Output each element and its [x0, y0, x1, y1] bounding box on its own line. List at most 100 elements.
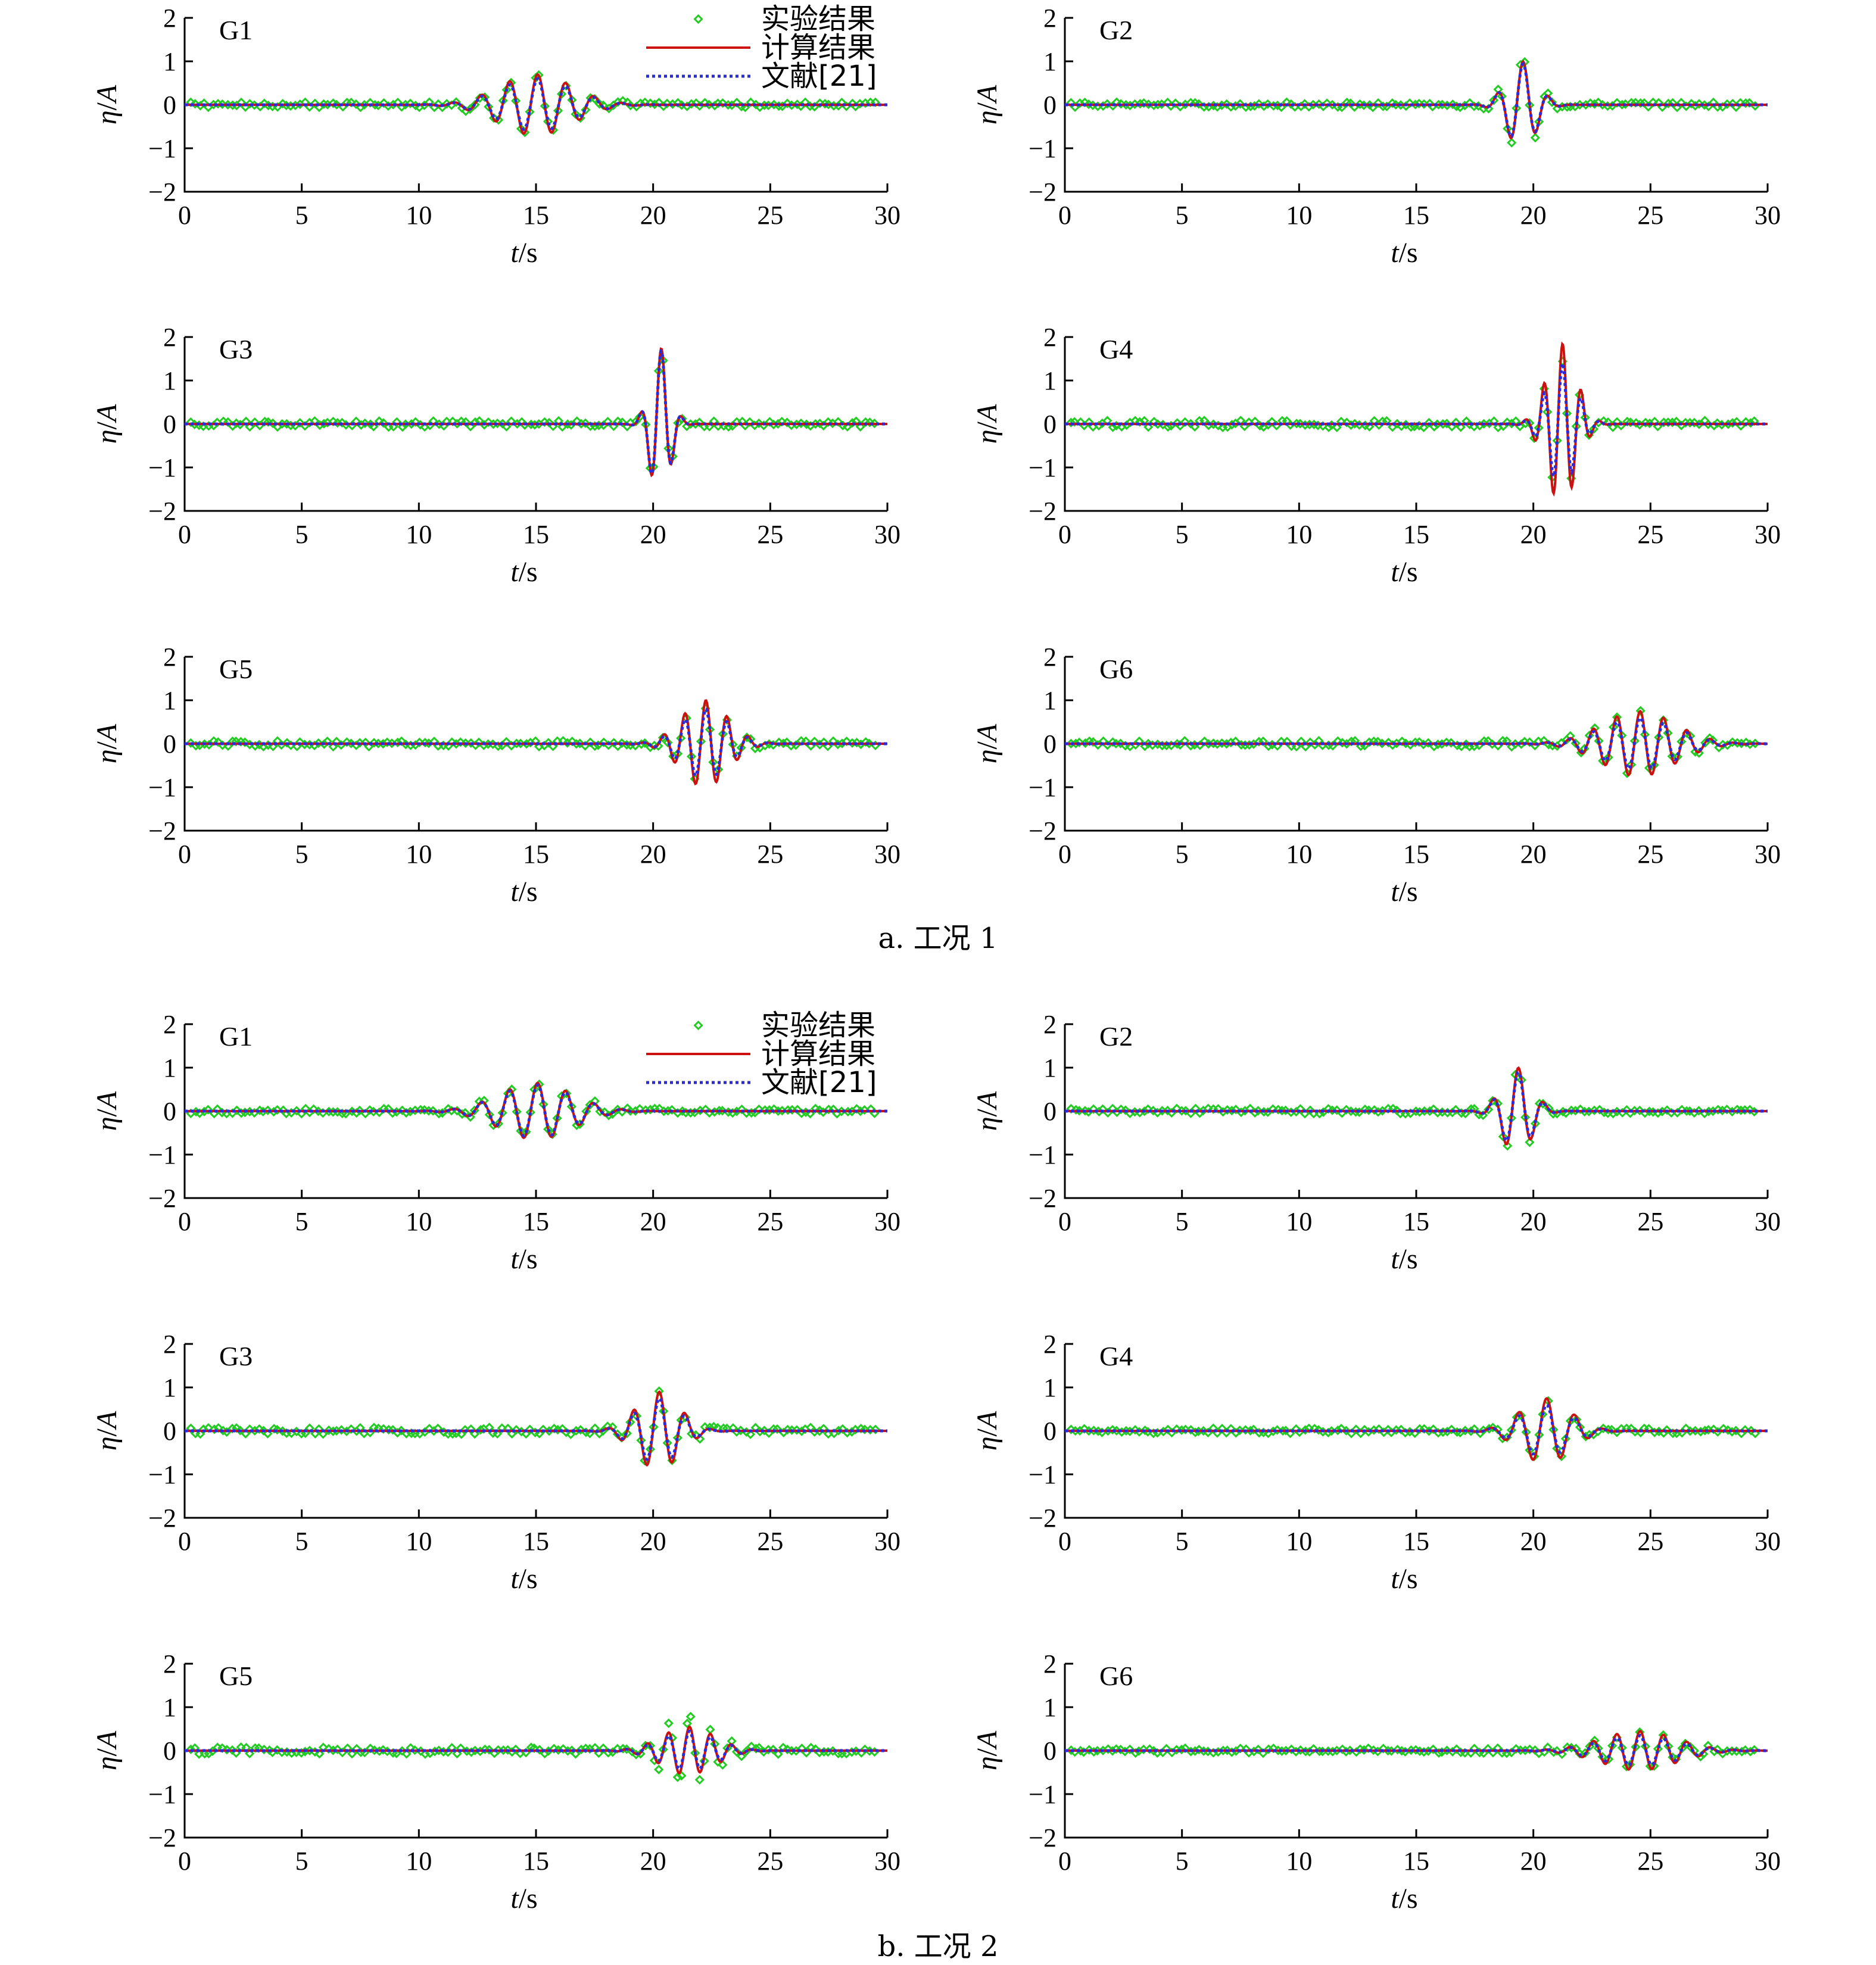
experiment-point: [1456, 422, 1466, 432]
experiment-point: [501, 737, 512, 747]
y-tick-label: −1: [1029, 1140, 1057, 1169]
experiment-point: [475, 1424, 486, 1435]
experiment-point: [575, 1425, 585, 1435]
experiment-point: [731, 1746, 742, 1757]
experiment-point: [263, 1105, 273, 1115]
x-tick-label: 5: [1176, 1207, 1189, 1236]
y-tick-label: 2: [1043, 1649, 1057, 1679]
experiment-point: [1668, 98, 1678, 108]
experiment-point: [1066, 98, 1076, 108]
x-axis-label-var: t: [510, 237, 519, 269]
series-reference-line: [1065, 716, 1768, 771]
experiment-point: [1314, 99, 1324, 110]
experiment-point: [1161, 1743, 1171, 1754]
experiment-point: [672, 1772, 683, 1782]
y-tick-label: −2: [148, 1184, 176, 1213]
experiment-point: [346, 1424, 356, 1434]
legend-computed-label: 计算结果: [761, 31, 875, 64]
experiment-point: [1143, 422, 1154, 432]
experiment-point: [447, 1428, 458, 1439]
y-axis-label: η/A: [91, 85, 123, 124]
experiment-point: [245, 1748, 255, 1759]
x-tick-label: 25: [1637, 1207, 1663, 1236]
y-tick-label: −2: [148, 1504, 176, 1533]
experiment-point: [1230, 1105, 1241, 1115]
x-axis-label-unit: /s: [1399, 237, 1418, 269]
experiment-point: [336, 1425, 347, 1435]
x-tick-label: 15: [523, 1847, 549, 1876]
experiment-point: [566, 1429, 576, 1439]
experiment-point: [657, 732, 668, 743]
y-axis-label: η/A: [971, 1730, 1003, 1770]
experiment-point: [635, 98, 646, 108]
series-reference-line: [185, 1729, 887, 1771]
experiment-point: [1143, 99, 1154, 110]
experiment-point: [1608, 1108, 1618, 1119]
experiment-point: [1483, 1743, 1493, 1754]
experiment-point: [410, 1745, 420, 1755]
experiment-point: [1305, 737, 1316, 747]
experiment-point: [1235, 99, 1245, 109]
x-tick-label: 5: [1176, 840, 1189, 869]
y-tick-label: −2: [1029, 816, 1057, 846]
x-tick-label: 25: [757, 520, 783, 549]
experiment-point: [466, 1424, 476, 1434]
y-axis-label: η/A: [971, 85, 1003, 124]
experiment-point: [1213, 1104, 1223, 1114]
experiment-point: [773, 1749, 783, 1759]
x-tick-label: 10: [1286, 840, 1312, 869]
plot-area: [1065, 1727, 1768, 1771]
x-tick-label: 5: [295, 1527, 308, 1556]
experiment-point: [751, 1743, 761, 1754]
experiment-point: [460, 417, 471, 427]
experiment-point: [452, 1748, 462, 1759]
x-tick-label: 30: [1755, 1527, 1781, 1556]
experiment-point: [493, 1119, 504, 1129]
y-axis-label: η/A: [91, 723, 123, 763]
experiment-point: [1253, 1106, 1263, 1116]
experiment-point: [1419, 422, 1429, 432]
experiment-point: [818, 1424, 828, 1434]
experiment-point: [1594, 1105, 1605, 1115]
experiment-point: [736, 1426, 746, 1436]
legend-experiment-swatch: [693, 1020, 703, 1031]
experiment-point: [1267, 417, 1277, 427]
experiment-point: [1635, 1105, 1645, 1116]
x-tick-label: 30: [874, 840, 900, 869]
experiment-point: [1258, 1748, 1268, 1758]
x-tick-label: 15: [1403, 201, 1429, 230]
experiment-point: [1414, 737, 1425, 747]
experiment-point: [1130, 1425, 1140, 1435]
x-tick-label: 0: [178, 520, 191, 549]
experiment-point: [1248, 1424, 1258, 1434]
series-experiment: [1066, 356, 1759, 484]
x-tick-label: 0: [178, 1527, 191, 1556]
experiment-point: [1442, 419, 1452, 429]
experiment-point: [401, 1749, 412, 1759]
series-reference-line: [1065, 361, 1768, 480]
experiment-point: [870, 1424, 881, 1434]
x-axis-label-unit: /s: [519, 1243, 538, 1275]
panel-label: G4: [1099, 1341, 1133, 1371]
experiment-point: [1446, 738, 1456, 748]
experiment-point: [484, 1745, 494, 1755]
experiment-point: [699, 1756, 709, 1766]
x-tick-label: 10: [1286, 520, 1312, 549]
experiment-point: [1621, 1761, 1632, 1771]
experiment-point: [469, 1428, 480, 1439]
experiment-point: [1180, 1106, 1191, 1116]
x-axis-label-var: t: [1391, 1563, 1400, 1595]
experiment-point: [1744, 98, 1755, 108]
experiment-point: [1525, 737, 1535, 747]
experiment-point: [470, 417, 481, 428]
experiment-point: [492, 1428, 503, 1439]
experiment-point: [1296, 736, 1306, 747]
experiment-point: [186, 738, 196, 748]
experiment-point: [571, 109, 581, 119]
experiment-point: [259, 1744, 269, 1755]
y-tick-label: −1: [148, 453, 176, 482]
experiment-point: [1516, 1410, 1526, 1421]
